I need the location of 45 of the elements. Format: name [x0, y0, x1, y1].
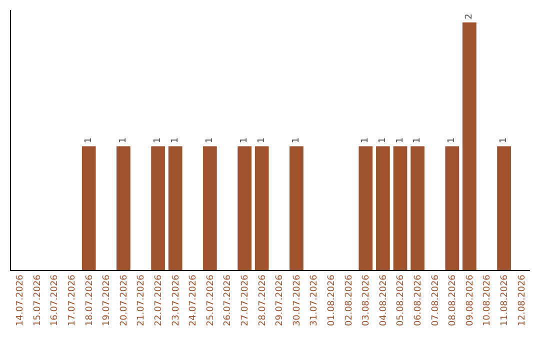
data-label: 1 — [378, 137, 388, 144]
x-tick-label: 29.07.2026 — [275, 274, 286, 326]
data-label: 1 — [240, 137, 250, 144]
x-tick-label: 30.07.2026 — [292, 274, 302, 326]
data-label: 1 — [291, 137, 302, 144]
x-tick-label: 17.07.2026 — [67, 274, 78, 326]
x-tick-label: 26.07.2026 — [223, 274, 234, 326]
x-tick-label: 12.08.2026 — [517, 274, 528, 326]
x-tick-label: 01.08.2026 — [326, 274, 337, 326]
x-tick-label: 21.07.2026 — [136, 274, 147, 326]
data-label: 1 — [395, 137, 406, 144]
x-tick-label: 24.07.2026 — [188, 274, 199, 326]
x-tick-label: 15.07.2026 — [32, 274, 43, 326]
x-tick-label: 31.07.2026 — [310, 274, 320, 326]
x-tick-label: 27.07.2026 — [240, 274, 250, 326]
x-tick-label: 20.07.2026 — [119, 274, 130, 326]
x-tick-label: 06.08.2026 — [413, 274, 424, 326]
x-tick-label: 16.07.2026 — [50, 274, 60, 326]
x-tick-label: 18.07.2026 — [84, 274, 95, 326]
data-label: 2 — [464, 14, 474, 20]
data-label: 1 — [499, 137, 510, 144]
x-tick-label: 03.08.2026 — [362, 274, 372, 326]
data-label: 1 — [153, 137, 164, 144]
x-tick-label: 28.07.2026 — [258, 274, 268, 326]
x-tick-label: 02.08.2026 — [344, 274, 354, 326]
data-label: 1 — [412, 137, 423, 144]
data-label: 1 — [447, 137, 458, 144]
data-label: 1 — [360, 137, 371, 144]
x-tick-label: 23.07.2026 — [171, 274, 182, 326]
x-tick-label: 07.08.2026 — [430, 274, 441, 326]
data-label: 1 — [170, 137, 180, 144]
x-tick-label: 14.07.2026 — [16, 274, 26, 326]
x-tick-label: 10.08.2026 — [482, 274, 493, 326]
data-label: 1 — [204, 137, 215, 144]
x-tick-label: 05.08.2026 — [396, 274, 406, 326]
x-tick-label: 25.07.2026 — [206, 274, 216, 326]
x-tick-label: 11.08.2026 — [500, 274, 510, 326]
x-tick-label: 22.07.2026 — [154, 274, 164, 326]
data-label: 1 — [256, 137, 267, 144]
data-label: 1 — [118, 137, 128, 144]
x-tick-label: 04.08.2026 — [378, 274, 389, 326]
x-tick-label: 08.08.2026 — [448, 274, 458, 326]
data-label: 1 — [84, 137, 94, 144]
x-tick-label: 19.07.2026 — [102, 274, 112, 326]
x-tick-label: 09.08.2026 — [465, 274, 476, 326]
